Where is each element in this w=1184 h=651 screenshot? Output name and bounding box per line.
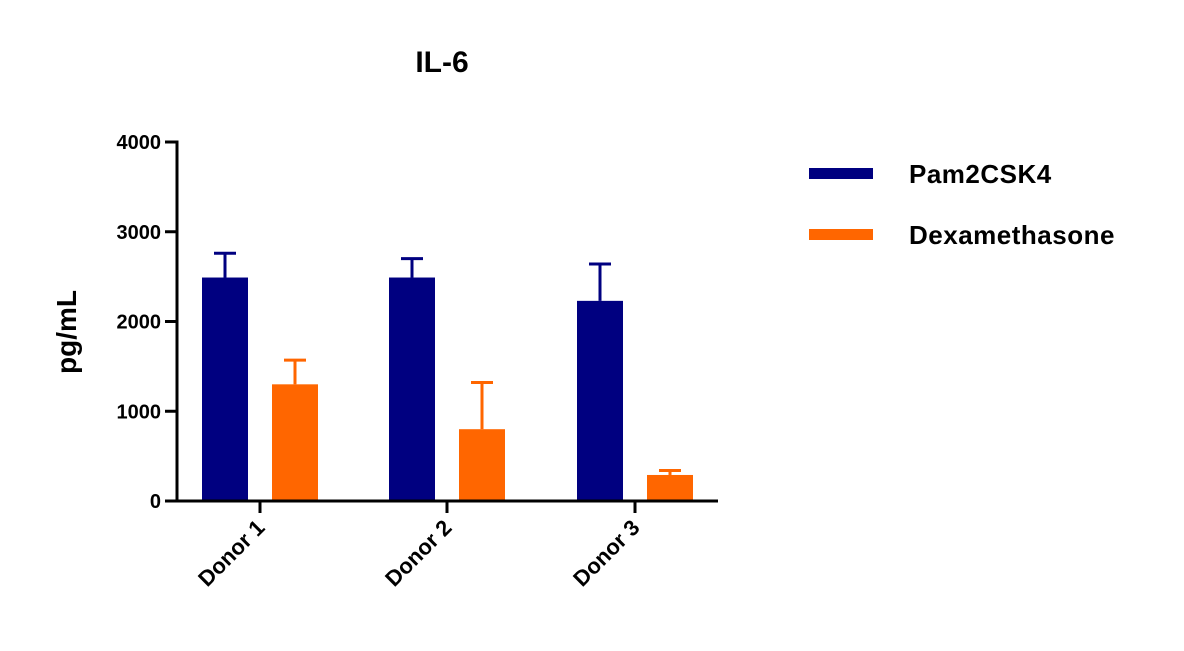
y-axis-label: pg/mL xyxy=(51,290,82,374)
bar xyxy=(272,384,318,501)
bar xyxy=(389,277,435,501)
legend-swatch xyxy=(809,229,873,240)
x-tick-label: Donor 1 xyxy=(193,515,269,591)
bar xyxy=(577,300,623,501)
x-tick-label: Donor 2 xyxy=(380,515,456,591)
bar xyxy=(647,474,693,501)
y-tick-label: 4000 xyxy=(117,132,162,154)
legend-swatch xyxy=(809,168,873,179)
bar xyxy=(459,429,505,501)
x-tick-label: Donor 3 xyxy=(568,515,644,591)
chart-title: IL-6 xyxy=(415,46,468,79)
legend: Pam2CSK4 Dexamethasone xyxy=(809,159,1115,250)
bar xyxy=(202,277,248,501)
y-tick-label: 2000 xyxy=(117,312,162,334)
y-tick-label: 0 xyxy=(150,491,161,513)
plot-area: 0 1000 2000 3000 4000 Donor 1 Donor 2 Donor 3 xyxy=(117,132,718,591)
legend-label: Pam2CSK4 xyxy=(909,159,1052,189)
legend-label: Dexamethasone xyxy=(909,220,1115,250)
y-tick-label: 1000 xyxy=(117,401,162,423)
y-tick-label: 3000 xyxy=(117,222,162,244)
